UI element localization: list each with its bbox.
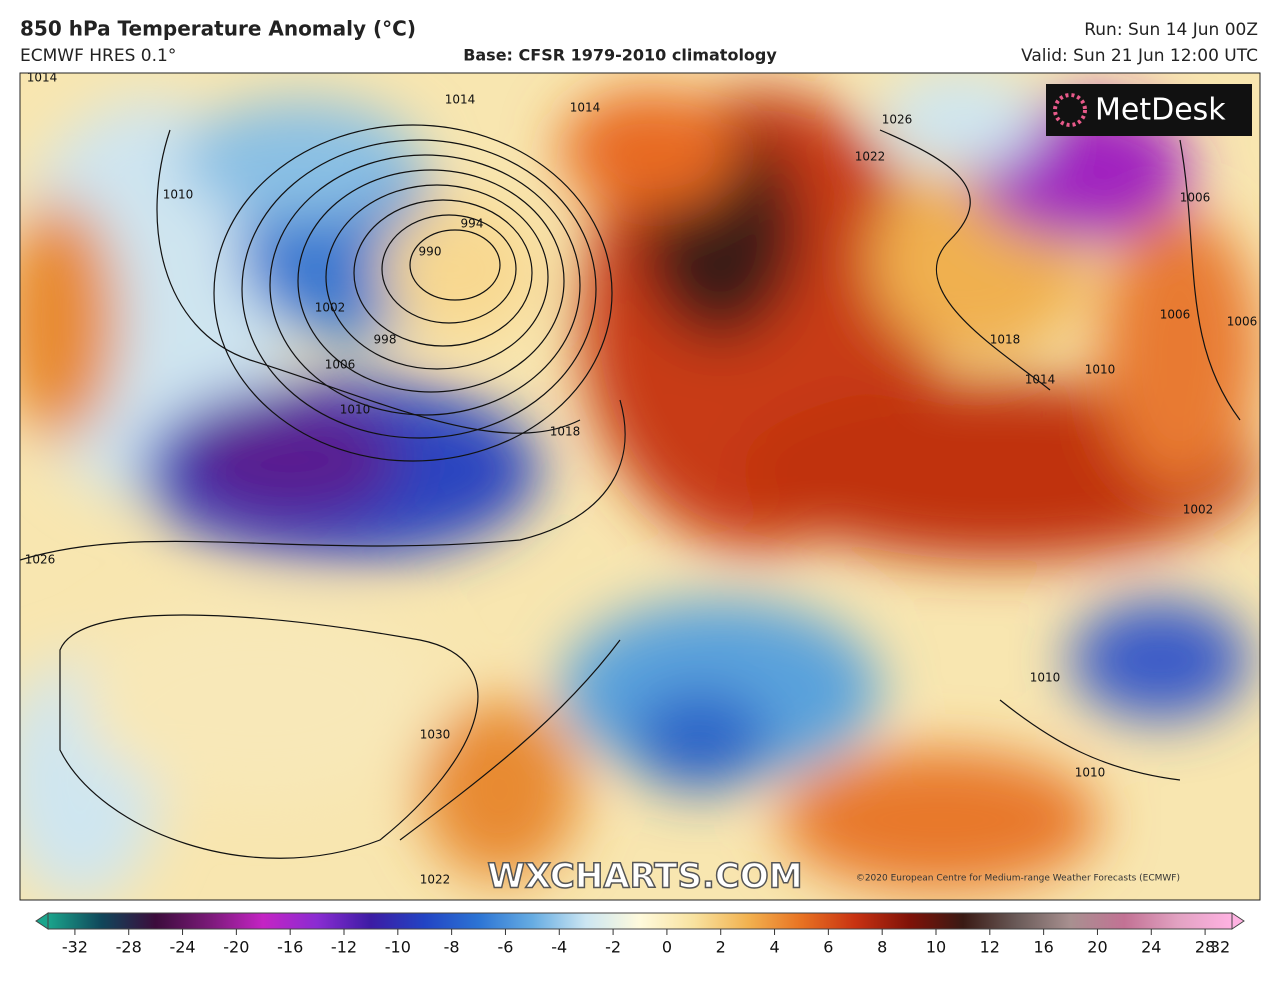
colorbar-tick-label: -12: [331, 938, 357, 957]
colorbar-tick-label: -6: [497, 938, 513, 957]
isobar-label: 1010: [1075, 766, 1106, 780]
isobar: [409, 229, 501, 301]
isobar-label: 994: [461, 217, 484, 231]
base: Base: CFSR 1979-2010 climatology: [463, 46, 777, 65]
isobar: [353, 199, 533, 347]
colorbar-tick-label: 16: [1033, 938, 1053, 957]
isobar-label: 1026: [882, 113, 913, 127]
map-frame: [19, 72, 1261, 901]
isobar-label: 1010: [1030, 671, 1061, 685]
valid: Valid: Sun 21 Jun 12:00 UTC: [1021, 46, 1258, 66]
colorbar-tick-label: -10: [385, 938, 411, 957]
colorbar-tick-label: 12: [980, 938, 1000, 957]
isobar-label: 1018: [990, 333, 1021, 347]
colorbar-left-end: [35, 912, 49, 930]
isobar-label: 1014: [570, 101, 601, 115]
colorbar-tick-label: 10: [926, 938, 946, 957]
isobar-label: 1010: [1085, 363, 1116, 377]
isobar-label: 990: [419, 245, 442, 259]
isobar-label: 1014: [445, 93, 476, 107]
colorbar-tick-label: 0: [662, 938, 672, 957]
map-area: ©2020 European Centre for Medium-range W…: [20, 71, 1260, 900]
title: 850 hPa Temperature Anomaly (°C): [20, 17, 416, 41]
colorbar-tick-label: -8: [444, 938, 460, 957]
colorbar-right-end: [1231, 912, 1245, 930]
isobar-label: 1014: [27, 71, 58, 85]
isobar-label: 1002: [315, 301, 346, 315]
isobar-label: 998: [374, 333, 397, 347]
colorbar-tick-label: -2: [605, 938, 621, 957]
colorbar-tick-label: -28: [116, 938, 142, 957]
isobar-label: 1030: [420, 728, 451, 742]
colorbar-tick-label: 8: [877, 938, 887, 957]
colorbar-tick-label: 24: [1141, 938, 1161, 957]
colorbar-tick-label: -24: [169, 938, 195, 957]
isobar: [241, 139, 597, 439]
colorbar-tick-label: -16: [277, 938, 303, 957]
isobar-label: 1010: [340, 403, 371, 417]
colorbar-tick-label: 6: [823, 938, 833, 957]
anomaly-field: [20, 73, 1260, 900]
isobar-label: 1026: [25, 553, 56, 567]
logo-box: [1046, 84, 1252, 136]
isobar: [381, 214, 517, 324]
isobar-label: 1006: [1227, 315, 1258, 329]
isobar: [269, 154, 581, 416]
colorbar-tick-label: 28: [1195, 938, 1215, 957]
logo: MetDesk: [1095, 93, 1226, 128]
isobar: [213, 124, 613, 462]
run: Run: Sun 14 Jun 00Z: [1084, 20, 1258, 40]
isobar-label: 1010: [163, 188, 194, 202]
colorbar-tick-label: 20: [1087, 938, 1107, 957]
colorbar-scale: [47, 912, 1233, 930]
colorbar-tick-label: 4: [769, 938, 779, 957]
watermark: WXCHARTS.COM: [487, 857, 802, 897]
isobar-label: 1006: [325, 358, 356, 372]
isobar-label: 1022: [420, 873, 451, 887]
copyright: ©2020 European Centre for Medium-range W…: [856, 874, 1180, 884]
isobar-label: 1006: [1160, 308, 1191, 322]
isobar: [325, 184, 549, 370]
colorbar-tick-label: -4: [551, 938, 567, 957]
colorbar-tick-label: 32: [1210, 938, 1230, 957]
isobar-label: 1002: [1183, 503, 1214, 517]
isobar-label: 1022: [855, 150, 886, 164]
model: ECMWF HRES 0.1°: [20, 46, 176, 66]
isobar-label: 1018: [550, 425, 581, 439]
isobar-label: 1014: [1025, 373, 1056, 387]
colorbar-tick-label: -20: [223, 938, 249, 957]
logo-icon: [1053, 93, 1087, 127]
isobars: [20, 124, 1241, 859]
colorbar-tick-label: -32: [62, 938, 88, 957]
isobar: [297, 169, 565, 393]
colorbar-tick-label: 2: [716, 938, 726, 957]
isobar-label: 1006: [1180, 191, 1211, 205]
colorbar: -32 -28 -24 -20 -16 -12 -10 -8 -6 -4 -2 0 2 4 6 8 10 12 16…: [35, 912, 1245, 957]
